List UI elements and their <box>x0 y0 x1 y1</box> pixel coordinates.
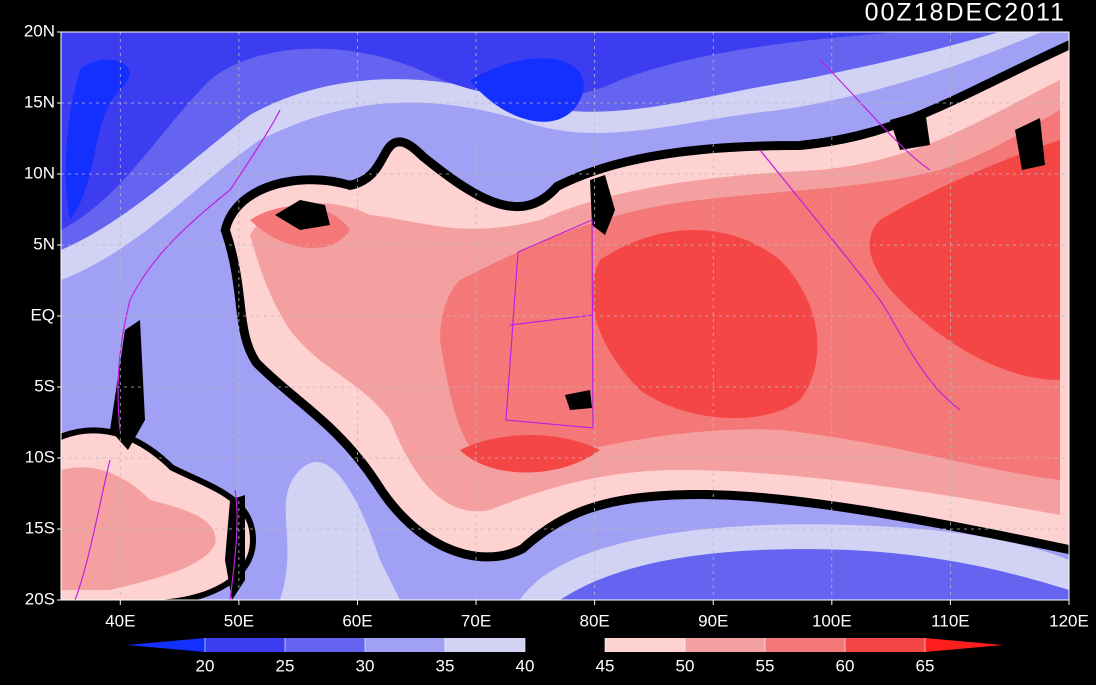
coastline <box>74 59 961 600</box>
contour-field <box>61 32 1069 600</box>
colorbar: 20 25 30 35 40 45 50 55 60 65 <box>127 638 1003 675</box>
colorbar-label: 40 <box>516 656 535 675</box>
field-region <box>61 32 1069 280</box>
x-tick-label: 120E <box>1049 611 1089 630</box>
colorbar-label: 50 <box>676 656 695 675</box>
field-region <box>65 58 584 221</box>
y-tick-label: 5S <box>34 376 55 395</box>
field-region <box>61 32 1069 250</box>
x-tick-label: 40E <box>105 611 135 630</box>
colorbar-segment <box>605 638 685 652</box>
colorbar-label: 35 <box>436 656 455 675</box>
colorbar-segment <box>765 638 845 652</box>
colorbar-label: 25 <box>276 656 295 675</box>
colorbar-segment <box>205 638 285 652</box>
y-tick-label: 10S <box>25 447 55 466</box>
colorbar-label: 60 <box>836 656 855 675</box>
field-region <box>460 140 1060 473</box>
colorbar-label: 30 <box>356 656 375 675</box>
colorbar-segment <box>685 638 765 652</box>
x-tick-label: 100E <box>812 611 852 630</box>
x-tick-label: 70E <box>461 611 491 630</box>
field-region <box>61 32 900 230</box>
y-tick-label: 15S <box>25 518 55 537</box>
chart-title: 00Z18DEC2011 <box>865 0 1066 27</box>
colorbar-segment <box>445 638 525 652</box>
region-box <box>505 219 594 429</box>
x-tick-label: 110E <box>931 611 969 630</box>
colorbar-segment <box>525 638 605 652</box>
y-tick-label: 20N <box>24 21 55 40</box>
x-tick-label: 90E <box>698 611 728 630</box>
colorbar-label: 65 <box>916 656 935 675</box>
x-tick-label: 50E <box>224 611 254 630</box>
colorbar-segment <box>845 638 925 652</box>
colorbar-segment <box>365 638 445 652</box>
y-tick-label: 15N <box>24 92 55 111</box>
field-region <box>280 462 400 600</box>
colorbar-arrow <box>127 638 205 652</box>
plot-frame <box>60 31 1070 601</box>
x-tick-label: 60E <box>342 611 372 630</box>
x-tick-label: 80E <box>580 611 610 630</box>
colorbar-label: 20 <box>196 656 215 675</box>
y-tick-label: 20S <box>25 589 55 608</box>
colorbar-arrow <box>925 638 1003 652</box>
field-region <box>560 549 1069 600</box>
colorbar-label: 55 <box>756 656 775 675</box>
colorbar-label: 45 <box>596 656 615 675</box>
y-tick-label: EQ <box>30 305 55 324</box>
y-tick-label: 5N <box>33 234 55 253</box>
y-tick-label: 10N <box>24 163 55 182</box>
colorbar-segment <box>285 638 365 652</box>
